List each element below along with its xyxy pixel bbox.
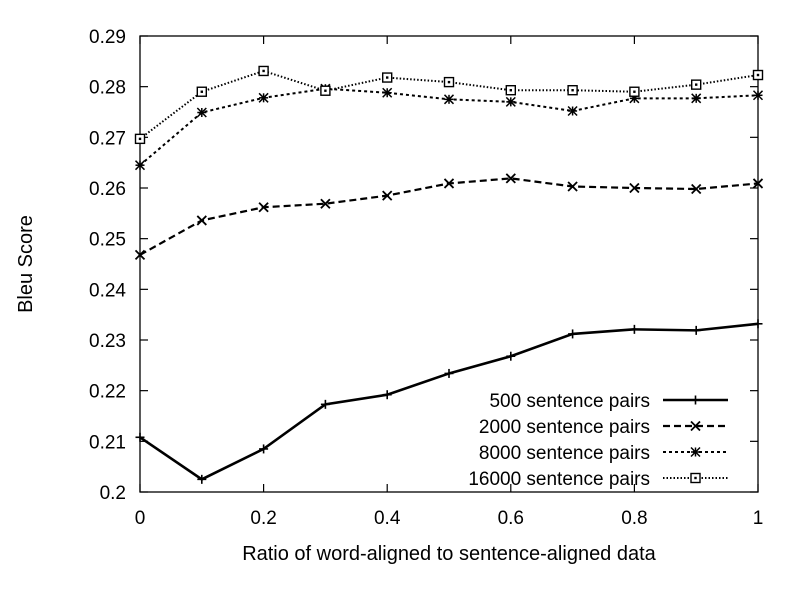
x-tick-label: 1 xyxy=(753,508,764,529)
data-point xyxy=(258,65,269,77)
series-4 xyxy=(134,65,764,145)
legend-entry: 8000 sentence pairs xyxy=(479,443,728,464)
y-tick-label: 0.2 xyxy=(100,483,126,504)
legend: 500 sentence pairs 2000 sentence pairs 800… xyxy=(468,391,728,490)
plot-frame xyxy=(139,35,759,493)
series-line xyxy=(139,177,759,256)
data-point xyxy=(320,198,331,209)
data-point xyxy=(567,105,578,117)
y-axis-title: Bleu Score xyxy=(15,215,37,313)
data-point xyxy=(752,178,764,189)
data-point xyxy=(196,215,207,226)
legend-entry: 500 sentence pairs xyxy=(489,391,728,412)
data-point xyxy=(443,94,455,105)
data-point xyxy=(567,85,578,96)
series-group xyxy=(134,65,764,484)
y-tick-label: 0.28 xyxy=(89,78,126,99)
data-point xyxy=(134,160,146,171)
legend-label: 8000 sentence pairs xyxy=(479,443,650,464)
data-point xyxy=(258,92,269,103)
data-point xyxy=(443,76,455,88)
legend-marker xyxy=(690,472,701,484)
y-tick-label: 0.27 xyxy=(89,128,126,149)
data-point xyxy=(629,86,640,97)
data-point xyxy=(382,72,393,83)
legend-label: 16000 sentence pairs xyxy=(468,469,650,490)
data-point xyxy=(382,390,392,400)
x-axis-title: Ratio of word-aligned to sentence-aligne… xyxy=(242,543,656,565)
legend-entry: 2000 sentence pairs xyxy=(479,417,728,438)
data-point xyxy=(320,399,330,409)
legend-entry: 16000 sentence pairs xyxy=(468,469,728,490)
data-point xyxy=(691,93,702,104)
y-tick-label: 0.25 xyxy=(89,230,126,251)
data-point xyxy=(629,324,639,334)
data-point xyxy=(443,178,455,189)
data-point xyxy=(134,133,146,145)
data-point xyxy=(567,181,578,192)
x-tick-label: 0 xyxy=(135,508,146,529)
data-point xyxy=(629,182,640,194)
legend-marker xyxy=(691,395,700,405)
legend-label: 2000 sentence pairs xyxy=(479,417,650,438)
y-tick-label: 0.21 xyxy=(89,432,126,453)
data-point xyxy=(382,87,393,98)
legend-label: 500 sentence pairs xyxy=(489,391,650,412)
data-point xyxy=(196,107,207,118)
y-tick-label: 0.22 xyxy=(89,382,126,403)
y-tick-label: 0.23 xyxy=(89,331,126,352)
data-point xyxy=(691,325,701,335)
data-point xyxy=(505,96,516,107)
data-point xyxy=(444,368,454,378)
data-point xyxy=(505,173,516,184)
data-point xyxy=(320,85,331,96)
data-point xyxy=(134,249,146,261)
data-point xyxy=(752,90,764,101)
data-point xyxy=(691,79,702,90)
y-tick-label: 0.29 xyxy=(89,27,126,48)
data-point xyxy=(505,85,516,96)
x-tick-label: 0.4 xyxy=(374,508,401,529)
x-tick-label: 0.8 xyxy=(621,508,647,529)
legend-marker xyxy=(690,446,701,458)
data-point xyxy=(135,432,145,442)
x-tick-label: 0.6 xyxy=(498,508,524,529)
series-3 xyxy=(134,83,764,171)
series-line xyxy=(139,322,759,481)
data-point xyxy=(752,69,764,81)
data-point xyxy=(196,86,208,97)
data-point xyxy=(506,351,516,361)
data-point xyxy=(568,329,578,339)
legend-marker xyxy=(690,420,701,432)
y-tick-label: 0.24 xyxy=(89,280,126,301)
data-point xyxy=(691,183,702,195)
data-point xyxy=(259,444,269,454)
x-tick-label: 0.2 xyxy=(250,508,276,529)
data-point xyxy=(753,319,763,329)
series-1 xyxy=(135,319,763,484)
data-point xyxy=(197,474,207,484)
data-point xyxy=(258,202,269,213)
y-tick-label: 0.26 xyxy=(89,179,126,200)
data-point xyxy=(382,190,393,201)
axes: 0.20.210.220.230.240.250.260.270.280.290… xyxy=(89,27,763,529)
series-2 xyxy=(134,173,764,261)
